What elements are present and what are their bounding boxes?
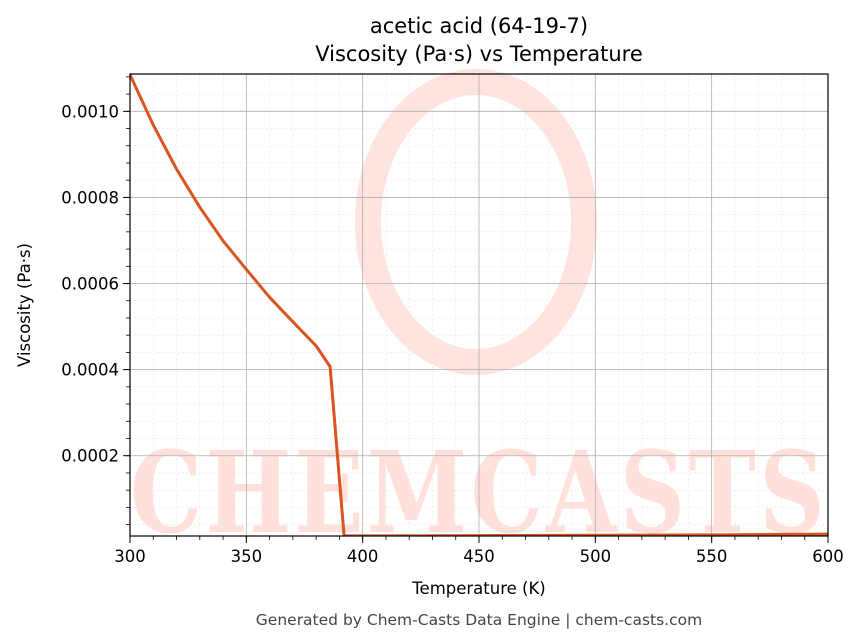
x-tick-label: 400 [347,547,379,566]
x-tick-label: 600 [812,547,844,566]
watermark-text: CHEMCASTS [130,428,828,559]
x-tick-label: 550 [696,547,728,566]
y-tick-label: 0.0010 [61,102,119,121]
watermark-ring [355,69,597,375]
x-tick-label: 500 [580,547,612,566]
major-grid [129,74,829,536]
y-tick-label: 0.0004 [61,361,119,380]
axis-ticks [123,76,829,543]
chart-title: acetic acid (64-19-7) [370,14,588,38]
x-tick-label: 450 [463,547,495,566]
chart-subtitle: Viscosity (Pa·s) vs Temperature [315,42,643,66]
x-tick-label: 300 [114,547,146,566]
x-axis-label: Temperature (K) [411,579,545,598]
y-tick-label: 0.0008 [61,188,119,207]
footer-credit: Generated by Chem-Casts Data Engine | ch… [256,611,702,629]
y-tick-label: 0.0006 [61,275,119,294]
tick-labels: 300 350 400 450 500 550 600 0.0002 0.0004 0.0006 0… [61,102,843,566]
x-tick-label: 350 [231,547,263,566]
y-axis-label: Viscosity (Pa·s) [15,243,34,367]
watermark-logo: CHEMCASTS [130,69,828,559]
y-tick-label: 0.0002 [61,447,119,466]
